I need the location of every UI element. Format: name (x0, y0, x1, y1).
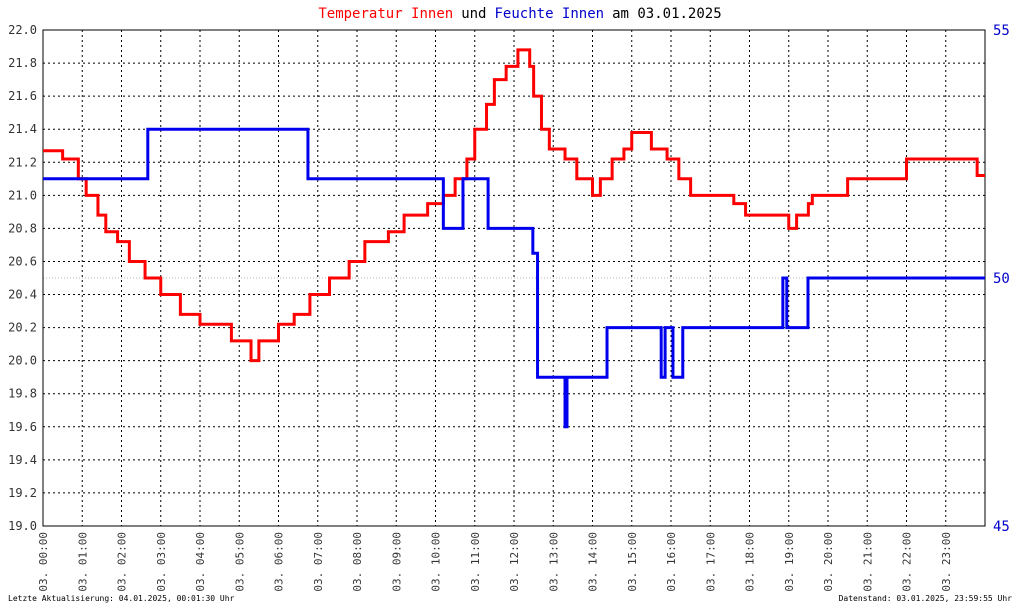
x-tick-label: 03. 23:00 (940, 532, 953, 592)
footer-left: Letzte Aktualisierung: 04.01.2025, 00:01… (8, 594, 235, 603)
chart-title: Temperatur Innen und Feuchte Innen am 03.01… (318, 6, 721, 22)
y-tick-label: 20.2 (8, 321, 37, 335)
x-tick-label: 03. 13:00 (547, 532, 560, 592)
y-tick-label: 21.4 (8, 122, 37, 136)
series-line (43, 48, 985, 363)
title-part: am 03.01.2025 (612, 6, 722, 22)
x-tick-label: 03. 21:00 (861, 532, 874, 592)
x-tick-label: 03. 12:00 (508, 532, 521, 592)
x-tick-label: 03. 18:00 (744, 532, 757, 592)
y-tick-label: 20.6 (8, 254, 37, 268)
y-tick-label: 19.4 (8, 453, 37, 467)
x-tick-label: 03. 10:00 (430, 532, 443, 592)
title-part: Feuchte Innen (495, 6, 605, 22)
y-tick-label: 22.0 (8, 23, 37, 37)
y-tick-label: 20.0 (8, 354, 37, 368)
title-part: Temperatur Innen (318, 6, 453, 22)
x-tick-label: 03. 04:00 (194, 532, 207, 592)
y-tick-label: 20.8 (8, 221, 37, 235)
x-tick-label: 03. 14:00 (587, 532, 600, 592)
y-tick-label: 21.0 (8, 188, 37, 202)
y-tick-label: 19.8 (8, 387, 37, 401)
x-tick-label: 03. 01:00 (76, 532, 89, 592)
y-tick-label: 21.2 (8, 155, 37, 169)
x-tick-label: 03. 16:00 (665, 532, 678, 592)
x-tick-label: 03. 08:00 (351, 532, 364, 592)
y2-tick-label: 45 (993, 519, 1010, 535)
x-tick-label: 03. 00:00 (37, 532, 50, 592)
y2-tick-label: 55 (993, 23, 1010, 39)
footer-right: Datenstand: 03.01.2025, 23:59:55 Uhr (839, 594, 1013, 603)
series-line (43, 127, 985, 429)
x-tick-label: 03. 09:00 (390, 532, 403, 592)
y2-tick-label: 50 (993, 271, 1010, 287)
x-tick-label: 03. 11:00 (469, 532, 482, 592)
y-tick-label: 19.6 (8, 420, 37, 434)
x-tick-label: 03. 05:00 (233, 532, 246, 592)
x-tick-label: 03. 17:00 (704, 532, 717, 592)
x-tick-label: 03. 20:00 (822, 532, 835, 592)
title-part: und (461, 6, 486, 22)
y-tick-label: 21.6 (8, 89, 37, 103)
x-tick-label: 03. 06:00 (273, 532, 286, 592)
x-tick-label: 03. 02:00 (116, 532, 129, 592)
y-tick-label: 19.2 (8, 486, 37, 500)
y-tick-label: 19.0 (8, 519, 37, 533)
x-tick-label: 03. 03:00 (155, 532, 168, 592)
x-tick-label: 03. 07:00 (312, 532, 325, 592)
x-tick-label: 03. 15:00 (626, 532, 639, 592)
x-tick-label: 03. 22:00 (901, 532, 914, 592)
y-tick-label: 21.8 (8, 56, 37, 70)
x-tick-label: 03. 19:00 (783, 532, 796, 592)
y-tick-label: 20.4 (8, 288, 37, 302)
